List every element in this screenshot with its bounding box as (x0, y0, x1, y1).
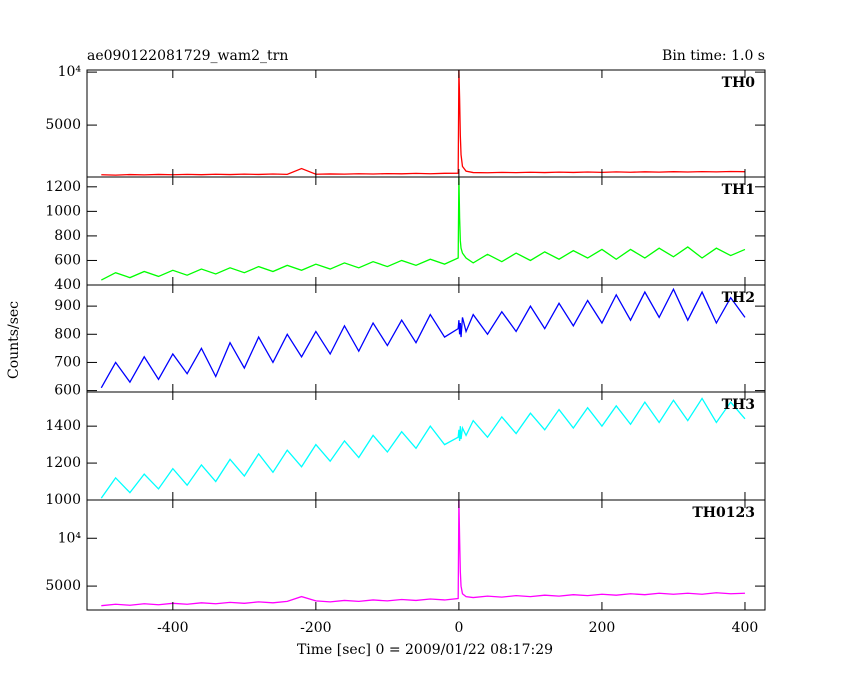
y-tick-label: 5000 (45, 117, 81, 133)
x-tick-label: 200 (589, 620, 616, 636)
chart-subtitle: Bin time: 1.0 s (662, 48, 765, 64)
data-line (100, 397, 746, 499)
panel-frame (86, 284, 766, 393)
x-tick-label: 0 (454, 620, 463, 636)
y-tick-label: 600 (54, 383, 81, 399)
y-tick-label: 10⁴ (58, 64, 82, 80)
y-tick-label: 1000 (45, 203, 81, 219)
data-line (101, 177, 746, 281)
y-tick-label: 1200 (45, 179, 81, 195)
x-tick-label: -200 (300, 620, 331, 636)
data-line (101, 500, 745, 607)
legend-label: TH2 (722, 290, 755, 306)
x-tick-label: -400 (157, 620, 188, 636)
y-axis-label: Counts/sec (6, 301, 22, 379)
panel-frame (86, 176, 766, 286)
y-tick-label: 600 (54, 252, 81, 268)
legend-label: TH0 (722, 75, 756, 91)
y-tick-label: 1400 (45, 418, 81, 434)
data-line (101, 70, 745, 176)
y-tick-label: 700 (54, 354, 81, 370)
y-tick-label: 800 (54, 228, 81, 244)
data-line (100, 287, 746, 389)
y-tick-label: 400 (54, 277, 81, 293)
panel-frame (86, 69, 766, 178)
x-axis-label: Time [sec] 0 = 2009/01/22 08:17:29 (297, 642, 553, 658)
y-tick-label: 5000 (45, 578, 81, 594)
legend-label: TH3 (722, 397, 755, 413)
y-tick-label: 1200 (45, 455, 81, 471)
chart-title: ae090122081729_wam2_trn (87, 48, 288, 64)
panel-frame (86, 499, 766, 611)
legend-label: TH0123 (692, 505, 755, 521)
y-tick-label: 1000 (45, 492, 81, 508)
y-tick-label: 900 (54, 298, 81, 314)
legend-label: TH1 (722, 182, 755, 198)
x-tick-label: 400 (732, 620, 759, 636)
y-tick-label: 800 (54, 326, 81, 342)
y-tick-label: 10⁴ (58, 530, 82, 546)
